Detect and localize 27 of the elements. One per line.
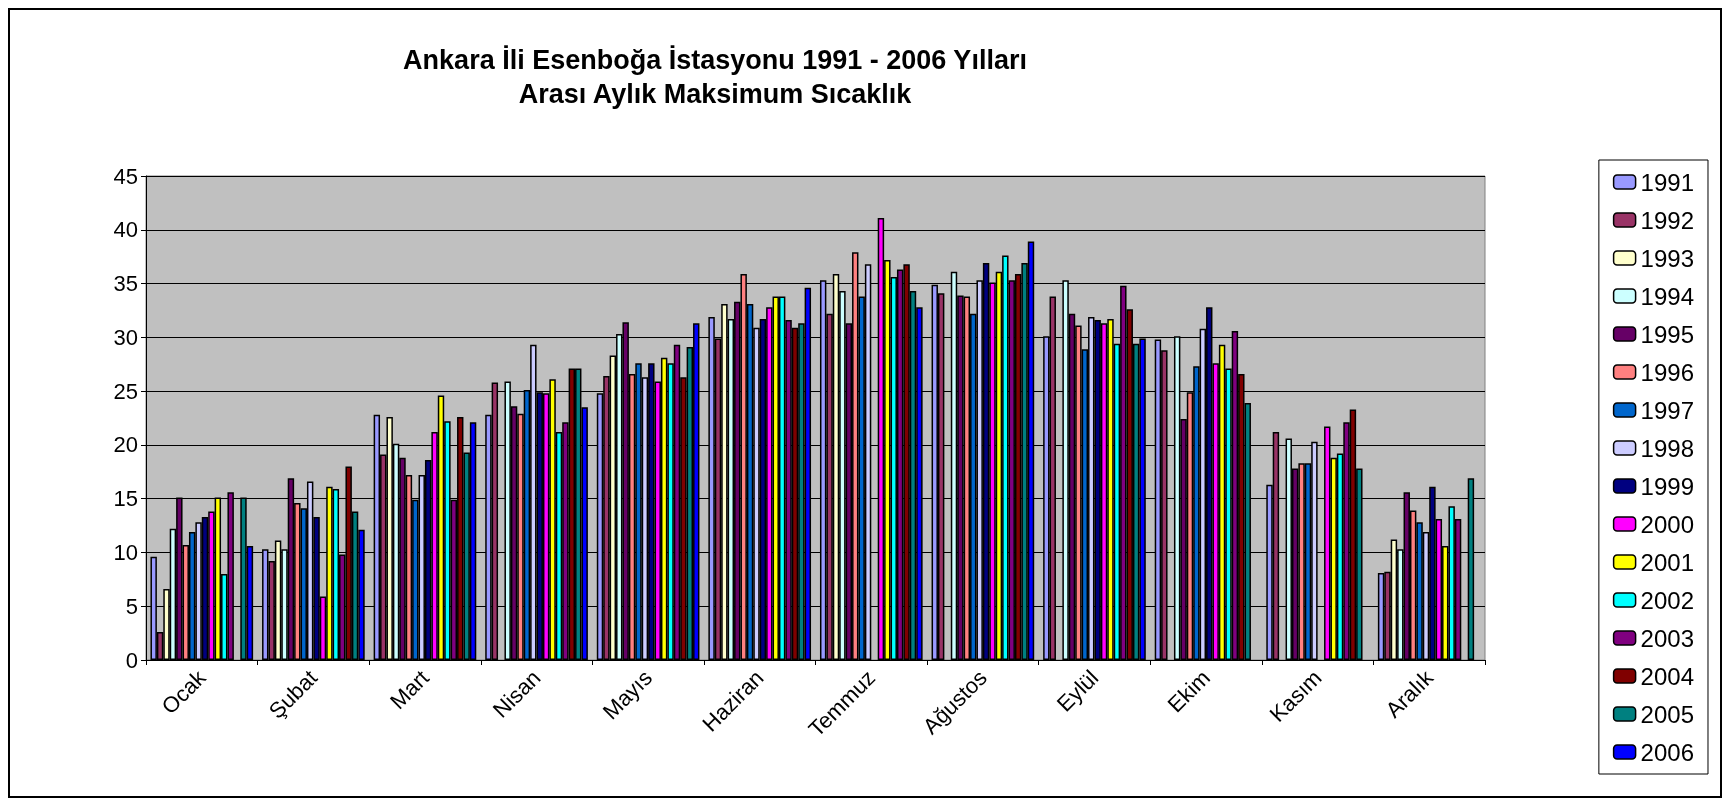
legend-label: 2005 — [1640, 700, 1694, 728]
legend-label: 1992 — [1640, 206, 1694, 234]
legend-label: 1998 — [1640, 434, 1694, 462]
legend-label: 2006 — [1640, 738, 1694, 766]
y-tick-label: 15 — [113, 486, 138, 512]
legend-label: 1995 — [1640, 320, 1694, 348]
y-tick-label: 30 — [113, 324, 138, 350]
y-tick-label: 20 — [113, 432, 138, 458]
y-tick-label: 45 — [113, 163, 138, 189]
legend-label: 2002 — [1640, 586, 1694, 614]
y-tick-label: 35 — [113, 271, 138, 297]
legend-label: 2000 — [1640, 510, 1694, 538]
chart-title: Ankara İli Esenboğa İstasyonu 1991 - 2006 Yılları Arası Aylık Maksimum Sıcaklık — [403, 45, 1027, 109]
legend-label: 2004 — [1640, 662, 1694, 690]
legend-label: 1997 — [1640, 396, 1694, 424]
legend-label: 2003 — [1640, 624, 1694, 652]
y-tick-label: 40 — [113, 217, 138, 243]
legend-label: 1991 — [1640, 168, 1694, 196]
y-tick-label: 25 — [113, 378, 138, 404]
legend-label: 1996 — [1640, 358, 1694, 386]
legend-label: 2001 — [1640, 548, 1694, 576]
y-tick-label: 10 — [113, 539, 138, 565]
legend-label: 1994 — [1640, 282, 1694, 310]
legend-label: 1993 — [1640, 244, 1694, 272]
legend-label: 1999 — [1640, 472, 1694, 500]
y-tick-label: 5 — [125, 593, 138, 619]
y-tick-label: 0 — [125, 647, 138, 673]
